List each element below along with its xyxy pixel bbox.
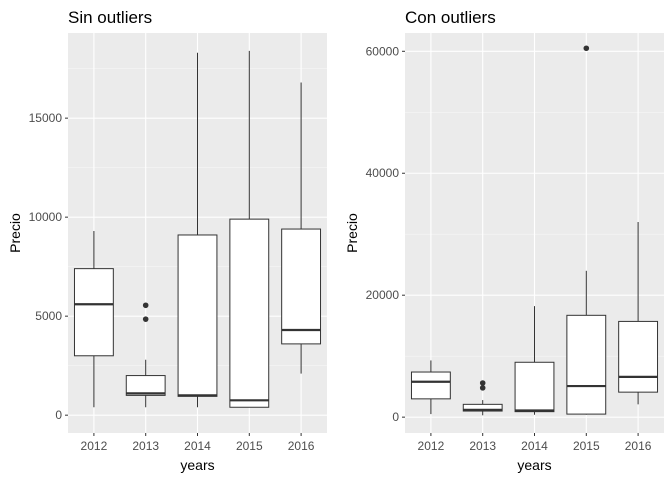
- chart-title: Sin outliers: [68, 8, 152, 27]
- x-tick-label: 2014: [184, 439, 211, 453]
- y-tick-label: 15000: [29, 111, 63, 125]
- outlier-point: [479, 380, 486, 386]
- box-body: [566, 314, 607, 415]
- box-body: [410, 371, 451, 400]
- panel-1: 0 5000 10000 15000 2012 2013 2014 2015 2016 Sin o…: [7, 8, 327, 473]
- box-body: [462, 403, 503, 412]
- box-2012: [410, 360, 451, 415]
- x-tick-label: 2015: [236, 439, 263, 453]
- x-axis-title: years: [180, 457, 214, 473]
- box-body: [73, 268, 114, 357]
- box-body: [514, 361, 555, 413]
- x-axis-title: years: [517, 457, 551, 473]
- box-2014: [177, 52, 218, 408]
- outlier-point: [142, 302, 149, 309]
- box-body: [618, 320, 659, 393]
- y-tick-label: 40000: [366, 166, 400, 180]
- x-tick-label: 2016: [288, 439, 315, 453]
- x-tick-label: 2015: [573, 439, 600, 453]
- y-tick-label: 20000: [366, 288, 400, 302]
- box-2013: [462, 380, 503, 416]
- y-tick-label: 0: [392, 410, 399, 424]
- y-axis-title: Precio: [7, 213, 23, 253]
- x-tick-label: 2012: [418, 439, 445, 453]
- panel-2: 0 20000 40000 60000 2012 2013 2014 2015 2016 Con …: [344, 8, 664, 473]
- box-body: [229, 218, 270, 408]
- box-body: [177, 234, 218, 397]
- box-body: [281, 228, 322, 345]
- x-tick-label: 2014: [521, 439, 548, 453]
- box-2013: [125, 302, 166, 408]
- outlier-point: [583, 45, 590, 52]
- y-tick-label: 60000: [366, 44, 400, 58]
- box-2014: [514, 306, 555, 415]
- box-body: [125, 375, 166, 396]
- box-2015: [229, 50, 270, 408]
- y-tick-label: 10000: [29, 210, 63, 224]
- x-tick-label: 2012: [81, 439, 108, 453]
- outlier-point: [142, 316, 149, 322]
- y-tick-label: 0: [55, 408, 62, 422]
- y-axis-title: Precio: [344, 213, 360, 253]
- outlier-point: [479, 385, 486, 391]
- box-2012: [73, 231, 114, 408]
- x-tick-label: 2013: [469, 439, 496, 453]
- x-tick-label: 2013: [132, 439, 159, 453]
- box-2016: [281, 82, 322, 374]
- box-2016: [618, 222, 659, 405]
- box-2015: [566, 45, 607, 415]
- chart-title: Con outliers: [405, 8, 496, 27]
- x-tick-label: 2016: [625, 439, 652, 453]
- y-tick-label: 5000: [35, 309, 62, 323]
